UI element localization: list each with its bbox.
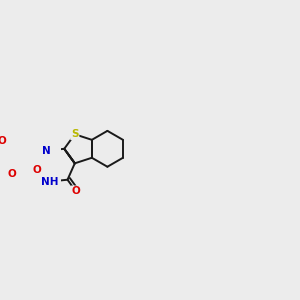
Text: S: S <box>71 129 79 139</box>
Text: NH: NH <box>41 177 58 187</box>
Text: O: O <box>7 169 16 179</box>
Text: O: O <box>0 136 6 146</box>
Text: O: O <box>72 186 80 196</box>
Text: N: N <box>42 146 51 156</box>
Text: O: O <box>33 165 41 175</box>
